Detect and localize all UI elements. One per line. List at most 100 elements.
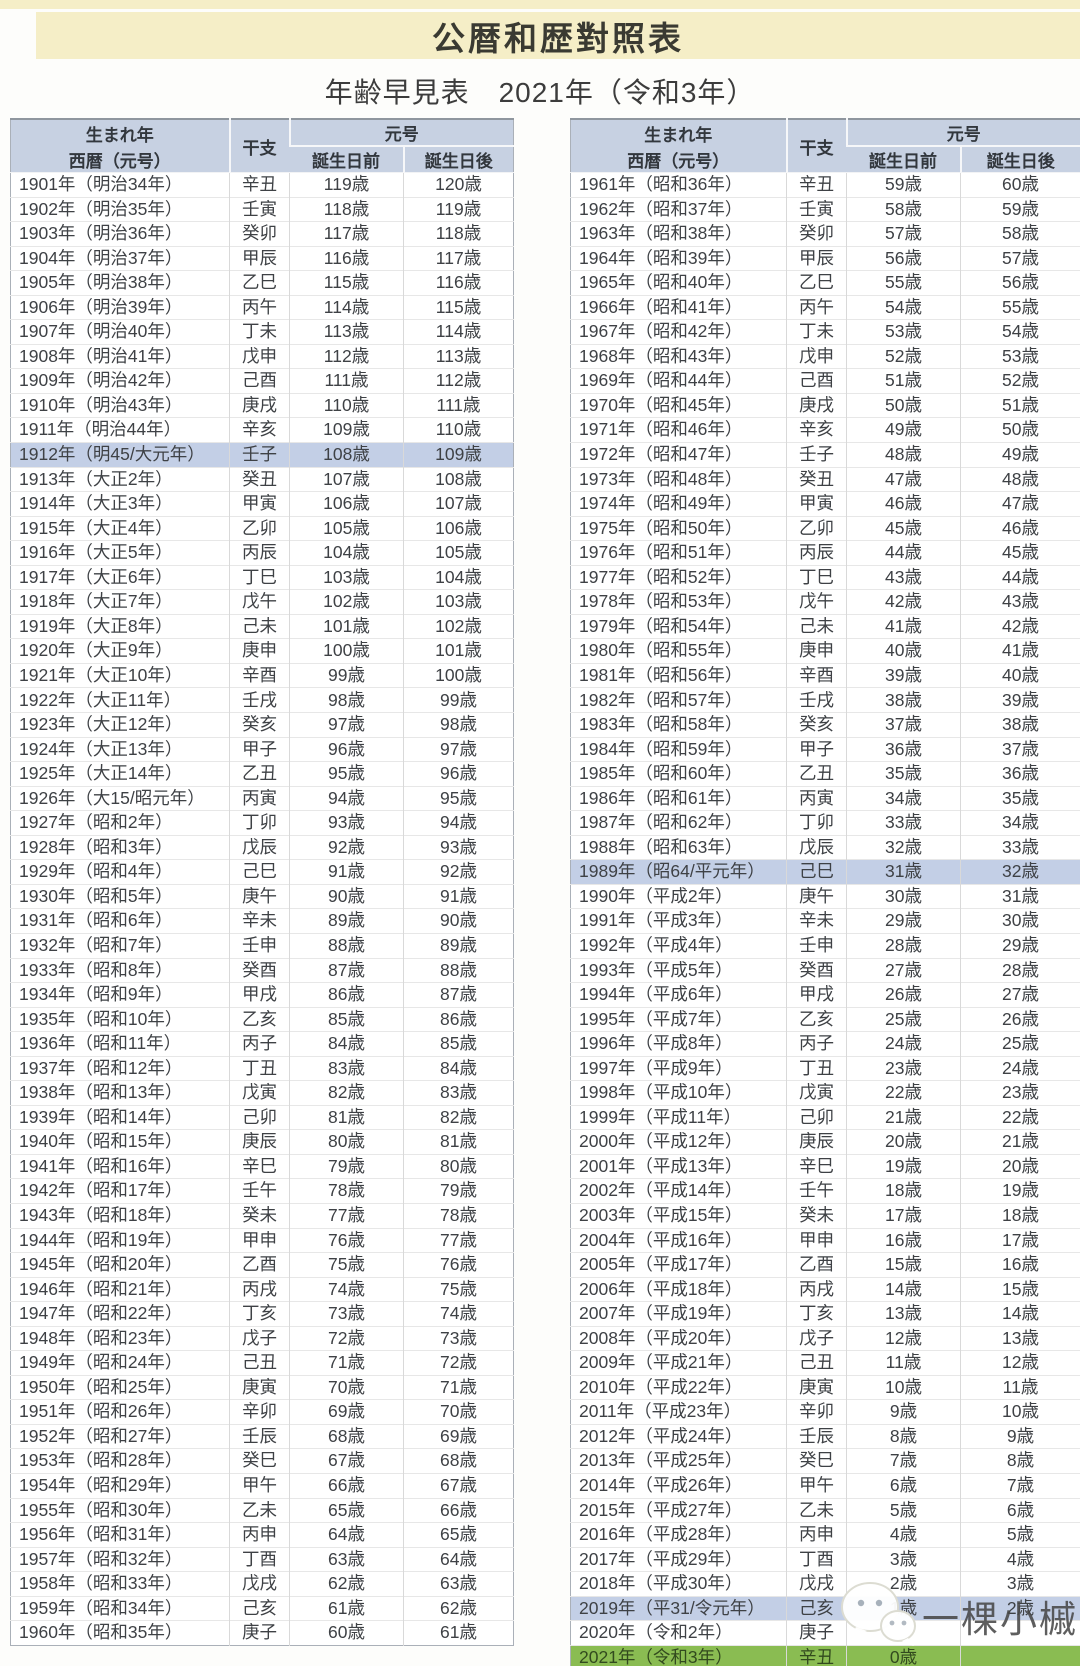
eto-cell: 庚子 (786, 1620, 847, 1646)
age-after-cell: 46歳 (960, 515, 1080, 541)
table-row: 1952年（昭和27年） 壬辰 68歳 69歳 (10, 1423, 514, 1449)
age-after-cell: 44歳 (960, 564, 1080, 590)
age-after-cell: 115歳 (403, 294, 514, 320)
table-row: 1934年（昭和9年） 甲戌 86歳 87歳 (10, 982, 514, 1008)
age-before-cell: 42歳 (846, 589, 961, 615)
eto-cell: 甲午 (229, 1472, 290, 1499)
eto-cell: 丁巳 (229, 564, 290, 590)
age-after-cell: 7歳 (960, 1472, 1080, 1499)
age-after-cell: 103歳 (403, 589, 514, 615)
eto-cell: 乙卯 (229, 515, 290, 541)
table-row: 2017年（平成29年） 丁酉 3歳 4歳 (570, 1546, 1080, 1572)
age-before-cell: 81歳 (289, 1104, 404, 1130)
eto-cell: 壬午 (786, 1178, 847, 1204)
age-before-cell: 27歳 (846, 957, 961, 983)
age-after-cell: 120歳 (403, 172, 514, 198)
age-before-cell: 32歳 (846, 834, 961, 860)
year-cell: 1942年（昭和17年） (10, 1178, 230, 1204)
age-before-cell: 87歳 (289, 957, 404, 983)
age-after-cell: 35歳 (960, 785, 1080, 811)
header-after-birthday: 誕生日後 (959, 145, 1080, 173)
table-row: 1962年（昭和37年） 壬寅 58歳 59歳 (570, 196, 1080, 222)
eto-cell: 壬辰 (229, 1423, 290, 1449)
table-row: 1953年（昭和28年） 癸巳 67歳 68歳 (10, 1448, 514, 1474)
table-row: 2018年（平成30年） 戊戌 2歳 3歳 (570, 1571, 1080, 1597)
table-row: 1915年（大正4年） 乙卯 105歳 106歳 (10, 515, 514, 541)
age-before-cell: 17歳 (846, 1202, 961, 1229)
table-row: 1908年（明治41年） 戊申 112歳 113歳 (10, 343, 514, 369)
age-after-cell: 40歳 (960, 662, 1080, 688)
age-after-cell: 8歳 (960, 1448, 1080, 1474)
year-cell: 2000年（平成12年） (570, 1129, 787, 1155)
eto-cell: 辛亥 (229, 417, 290, 443)
age-before-cell: 69歳 (289, 1399, 404, 1425)
table-row: 2008年（平成20年） 戊子 12歳 13歳 (570, 1325, 1080, 1351)
age-after-cell: 17歳 (960, 1227, 1080, 1253)
age-after-cell: 117歳 (403, 245, 514, 271)
age-before-cell: 45歳 (846, 515, 961, 541)
age-before-cell: 35歳 (846, 761, 961, 787)
age-before-cell: 94歳 (289, 785, 404, 811)
table-row: 1954年（昭和29年） 甲午 66歳 67歳 (10, 1472, 514, 1499)
eto-cell: 乙未 (786, 1497, 847, 1523)
age-after-cell: 96歳 (403, 761, 514, 787)
age-after-cell: 18歳 (960, 1202, 1080, 1229)
year-cell: 1915年（大正4年） (10, 515, 230, 541)
age-before-cell: 64歳 (289, 1522, 404, 1548)
year-cell: 1938年（昭和13年） (10, 1080, 230, 1106)
eto-cell: 己丑 (229, 1350, 290, 1376)
age-before-cell: 9歳 (846, 1399, 961, 1425)
eto-cell: 丁酉 (786, 1546, 847, 1572)
age-before-cell: 58歳 (846, 196, 961, 222)
year-cell: 2021年（令和3年） (570, 1644, 787, 1666)
header-before-birthday: 誕生日前 (846, 145, 961, 173)
eto-cell: 辛丑 (229, 172, 290, 198)
year-cell: 2017年（平成29年） (570, 1546, 787, 1572)
age-after-cell: 32歳 (960, 859, 1080, 885)
eto-cell: 己亥 (786, 1595, 847, 1621)
age-before-cell: 1歳 (846, 1595, 961, 1621)
eto-cell: 辛巳 (786, 1153, 847, 1179)
age-after-cell: 33歳 (960, 834, 1080, 860)
table-row: 1947年（昭和22年） 丁亥 73歳 74歳 (10, 1301, 514, 1327)
table-row: 1937年（昭和12年） 丁丑 83歳 84歳 (10, 1055, 514, 1081)
age-before-cell: 107歳 (289, 466, 404, 492)
year-cell: 1978年（昭和53年） (570, 589, 787, 615)
table-row: 2002年（平成14年） 壬午 18歳 19歳 (570, 1178, 1080, 1204)
age-before-cell: 13歳 (846, 1301, 961, 1327)
age-before-cell: 52歳 (846, 343, 961, 369)
age-after-cell: 39歳 (960, 687, 1080, 713)
eto-cell: 庚辰 (229, 1129, 290, 1155)
age-before-cell: 20歳 (846, 1129, 961, 1155)
age-after-cell: 12歳 (960, 1350, 1080, 1376)
table-row: 1903年（明治36年） 癸卯 117歳 118歳 (10, 221, 514, 247)
table-row: 1969年（昭和44年） 己酉 51歳 52歳 (570, 368, 1080, 394)
age-before-cell: 54歳 (846, 294, 961, 320)
age-before-cell: 76歳 (289, 1227, 404, 1253)
eto-cell: 乙亥 (786, 1006, 847, 1032)
age-after-cell: 65歳 (403, 1522, 514, 1548)
year-cell: 1962年（昭和37年） (570, 196, 787, 222)
eto-cell: 甲子 (229, 736, 290, 762)
top-cream-strip (0, 0, 1080, 9)
age-before-cell: 105歳 (289, 515, 404, 541)
age-after-cell: 71歳 (403, 1374, 514, 1400)
eto-cell: 戊寅 (229, 1080, 290, 1106)
age-before-cell: 68歳 (289, 1423, 404, 1449)
table-body-right: 1961年（昭和36年） 辛丑 59歳 60歳 1962年（昭和37年） 壬寅 58歳 59歳… (570, 172, 1080, 1666)
table-row: 1990年（平成2年） 庚午 30歳 31歳 (570, 883, 1080, 909)
age-before-cell: 60歳 (289, 1620, 404, 1646)
year-cell: 2013年（平成25年） (570, 1448, 787, 1474)
year-cell: 1976年（昭和51年） (570, 540, 787, 566)
eto-cell: 乙酉 (229, 1252, 290, 1278)
table-row: 1911年（明治44年） 辛亥 109歳 110歳 (10, 417, 514, 443)
year-cell: 1981年（昭和56年） (570, 662, 787, 688)
table-row: 1997年（平成9年） 丁丑 23歳 24歳 (570, 1055, 1080, 1081)
eto-cell: 戊子 (229, 1325, 290, 1351)
table-row: 1905年（明治38年） 乙巳 115歳 116歳 (10, 270, 514, 296)
eto-cell: 己酉 (786, 368, 847, 394)
age-before-cell: 111歳 (289, 368, 404, 394)
year-cell: 1958年（昭和33年） (10, 1571, 230, 1597)
age-before-cell: 22歳 (846, 1080, 961, 1106)
age-before-cell: 24歳 (846, 1031, 961, 1057)
